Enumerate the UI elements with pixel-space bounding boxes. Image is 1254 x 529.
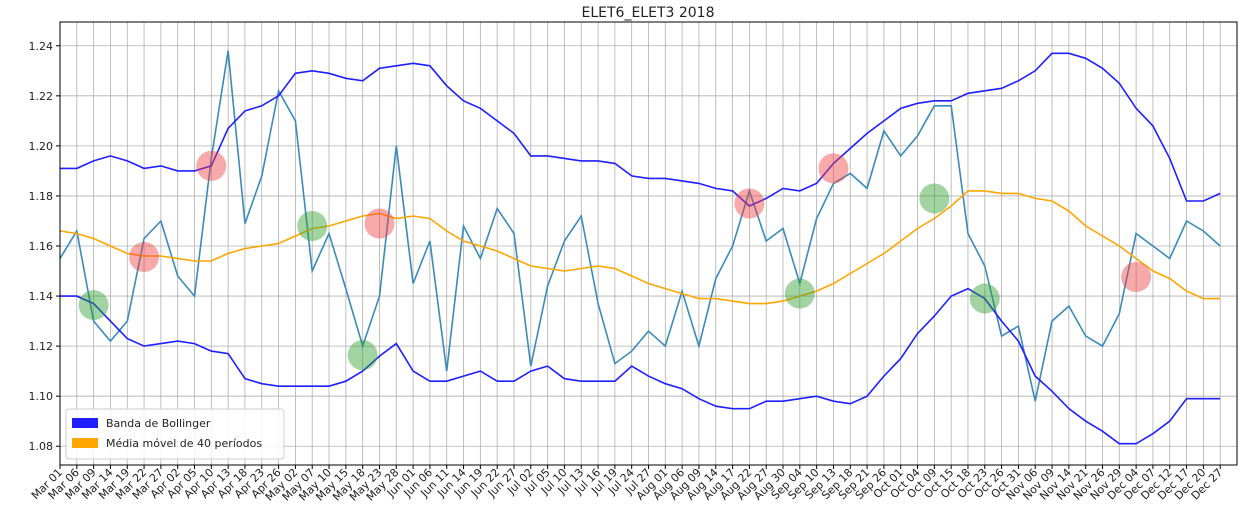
series-line [59,50,1221,402]
signal-marker [347,340,378,371]
y-tick-label: 1.16 [29,240,54,253]
y-tick-label: 1.22 [29,90,54,103]
series-line [59,190,1221,305]
signal-marker [734,188,765,219]
legend-box [65,408,285,460]
series-line [60,287,1221,445]
signal-marker [196,150,227,181]
legend-label: Média móvel de 40 períodos [106,437,262,450]
y-tick-label: 1.10 [29,390,54,403]
signal-marker [1121,262,1152,293]
legend-swatch [72,438,98,448]
y-tick-label: 1.24 [29,40,54,53]
series-line [60,52,1221,207]
chart-title: ELET6_ELET3 2018 [582,5,715,21]
y-tick-label: 1.08 [29,440,54,453]
signal-marker [919,183,950,214]
signal-marker [818,153,849,184]
y-tick-label: 1.20 [29,140,54,153]
plot-frame [59,21,1238,466]
signal-marker [297,210,328,241]
y-tick-label: 1.12 [29,340,54,353]
y-tick-label: 1.14 [29,290,54,303]
y-tick-label: 1.18 [29,190,54,203]
signal-marker [364,208,395,239]
signal-marker [784,278,815,309]
signal-marker [129,242,160,273]
legend-swatch [72,418,98,428]
signal-marker [78,290,109,321]
legend-label: Banda de Bollinger [106,417,211,430]
signal-marker [969,283,1000,314]
